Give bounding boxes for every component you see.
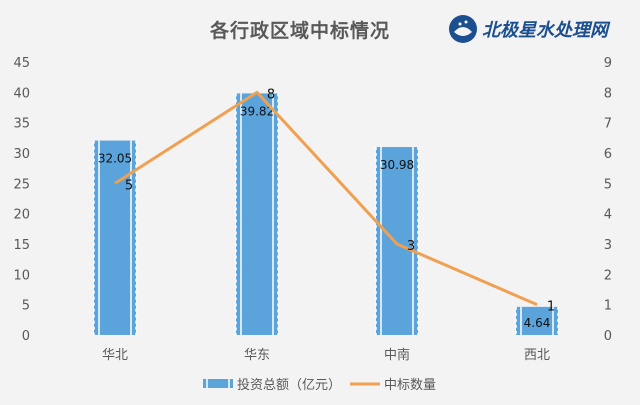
bar-data-label: 4.64 [524, 316, 551, 330]
legend-bar-label: 投资总额（亿元） [237, 377, 341, 393]
logo: 北极星水处理网 [448, 14, 608, 44]
line-data-label: 5 [125, 178, 133, 193]
y-left-tick: 30 [13, 147, 30, 162]
y-left-tick: 5 [22, 299, 30, 314]
bar-data-label: 39.82 [240, 104, 274, 118]
y-right-tick: 6 [604, 147, 612, 162]
legend-line-label: 中标数量 [384, 378, 436, 393]
y-left-tick: 0 [22, 329, 30, 344]
y-left-tick: 25 [13, 177, 30, 192]
bar [94, 140, 136, 335]
line-data-label: 3 [407, 239, 415, 254]
y-right-tick: 9 [604, 56, 612, 71]
x-tick-label: 华北 [102, 348, 128, 363]
logo-text: 北极星水处理网 [482, 20, 608, 41]
x-tick-label: 西北 [524, 348, 550, 363]
line-data-label: 8 [267, 87, 275, 102]
y-left-tick: 40 [13, 86, 30, 101]
y-left-tick: 20 [13, 208, 30, 223]
bar [236, 93, 278, 336]
line-series [114, 90, 538, 307]
x-tick-label: 华东 [244, 348, 270, 363]
logo-icon [449, 15, 477, 43]
y-right-tick: 3 [604, 238, 612, 253]
y-right-tick: 1 [604, 299, 612, 314]
x-tick-label: 中南 [384, 347, 410, 363]
bar [376, 147, 418, 335]
y-left-tick: 10 [13, 268, 30, 283]
bar-data-label: 30.98 [380, 158, 414, 172]
y-right-tick: 5 [604, 177, 612, 192]
y-right-tick: 8 [604, 86, 612, 101]
y-right-tick: 2 [604, 268, 612, 283]
chart-title: 各行政区域中标情况 [210, 20, 391, 42]
line-data-label: 1 [547, 300, 555, 315]
y-right-tick: 4 [604, 208, 612, 223]
bar-data-label: 32.05 [98, 152, 132, 166]
y-left-tick: 15 [13, 238, 30, 253]
y-left-tick: 45 [13, 56, 30, 71]
y-right-tick: 0 [604, 329, 612, 344]
bar [516, 306, 558, 335]
y-right-tick: 7 [604, 117, 612, 132]
legend-bar-swatch [203, 379, 233, 388]
y-left-tick: 35 [13, 117, 30, 132]
